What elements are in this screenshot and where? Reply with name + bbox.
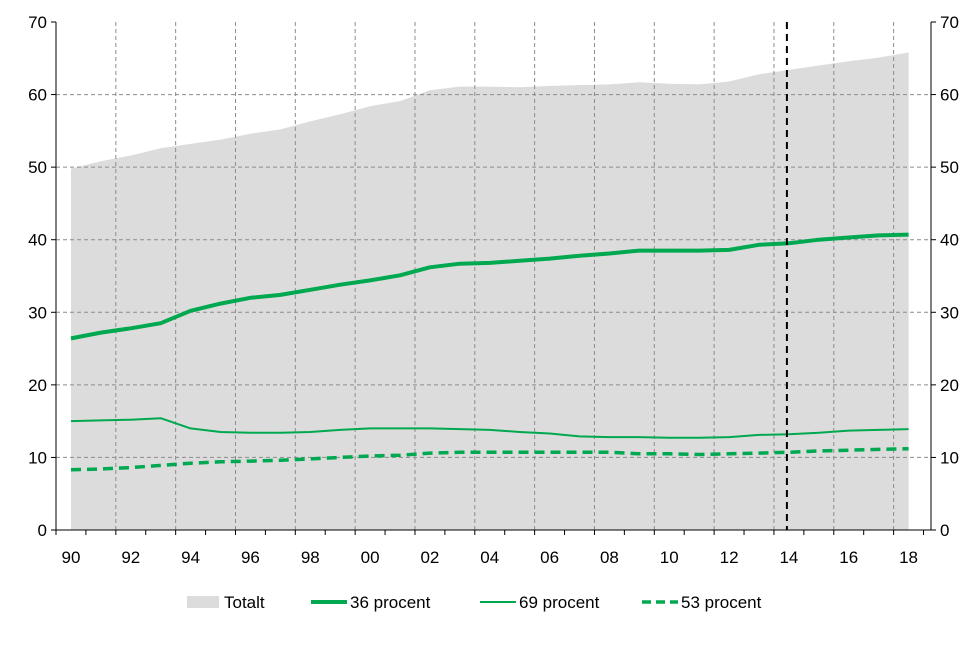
x-tick-label: 08: [600, 548, 619, 567]
x-tick-label: 98: [301, 548, 320, 567]
plot-frame: [55, 22, 932, 531]
x-tick-label: 94: [181, 548, 200, 567]
y-tick-label-left: 60: [28, 86, 47, 105]
x-tick-label: 92: [121, 548, 140, 567]
x-tick-label: 12: [720, 548, 739, 567]
area-layer: [71, 52, 909, 530]
x-axis: 90 92 94 96 98 00 02 04 06 08 10 12 14 16 18: [55, 530, 925, 567]
x-tick-label: 04: [480, 548, 499, 567]
y-tick-label-left: 40: [28, 231, 47, 250]
legend: Totalt 36 procent 69 procent 53 procent: [187, 593, 762, 612]
legend-swatch-totalt: [187, 596, 219, 608]
legend-label-1: 36 procent: [350, 593, 431, 612]
y-tick-label-left: 70: [28, 13, 47, 32]
x-tick-label: 10: [660, 548, 679, 567]
legend-label-0: Totalt: [224, 593, 265, 612]
y-axis-left: 0 10 20 30 40 50 60 70: [28, 13, 56, 540]
y-tick-label-right: 30: [940, 303, 959, 322]
x-tick-label: 02: [420, 548, 439, 567]
x-tick-label: 96: [241, 548, 260, 567]
x-tick-label: 14: [779, 548, 798, 567]
y-tick-label-right: 10: [940, 448, 959, 467]
x-tick-label: 90: [61, 548, 80, 567]
series-line-2: [70, 417, 909, 439]
y-tick-label-right: 60: [940, 86, 959, 105]
y-tick-label-right: 70: [940, 13, 959, 32]
y-tick-label-left: 20: [28, 376, 47, 395]
y-tick-label-left: 0: [38, 521, 47, 540]
y-tick-label-right: 40: [940, 231, 959, 250]
series-lines: [70, 232, 909, 472]
y-tick-label-left: 10: [28, 448, 47, 467]
series-area-0: [71, 52, 909, 530]
legend-label-2: 69 procent: [519, 593, 600, 612]
y-tick-label-left: 50: [28, 158, 47, 177]
x-tick-label: 18: [899, 548, 918, 567]
y-axis-right: 0 10 20 30 40 50 60 70: [931, 13, 959, 540]
series-line-1: [70, 232, 909, 341]
y-tick-label-right: 0: [940, 521, 949, 540]
x-tick-label: 00: [361, 548, 380, 567]
legend-label-3: 53 procent: [681, 593, 762, 612]
y-tick-label-right: 20: [940, 376, 959, 395]
x-tick-label: 06: [540, 548, 559, 567]
y-tick-label-right: 50: [940, 158, 959, 177]
x-tick-label: 16: [839, 548, 858, 567]
gridlines: [56, 22, 931, 530]
series-line-3: [70, 446, 909, 472]
y-tick-label-left: 30: [28, 303, 47, 322]
